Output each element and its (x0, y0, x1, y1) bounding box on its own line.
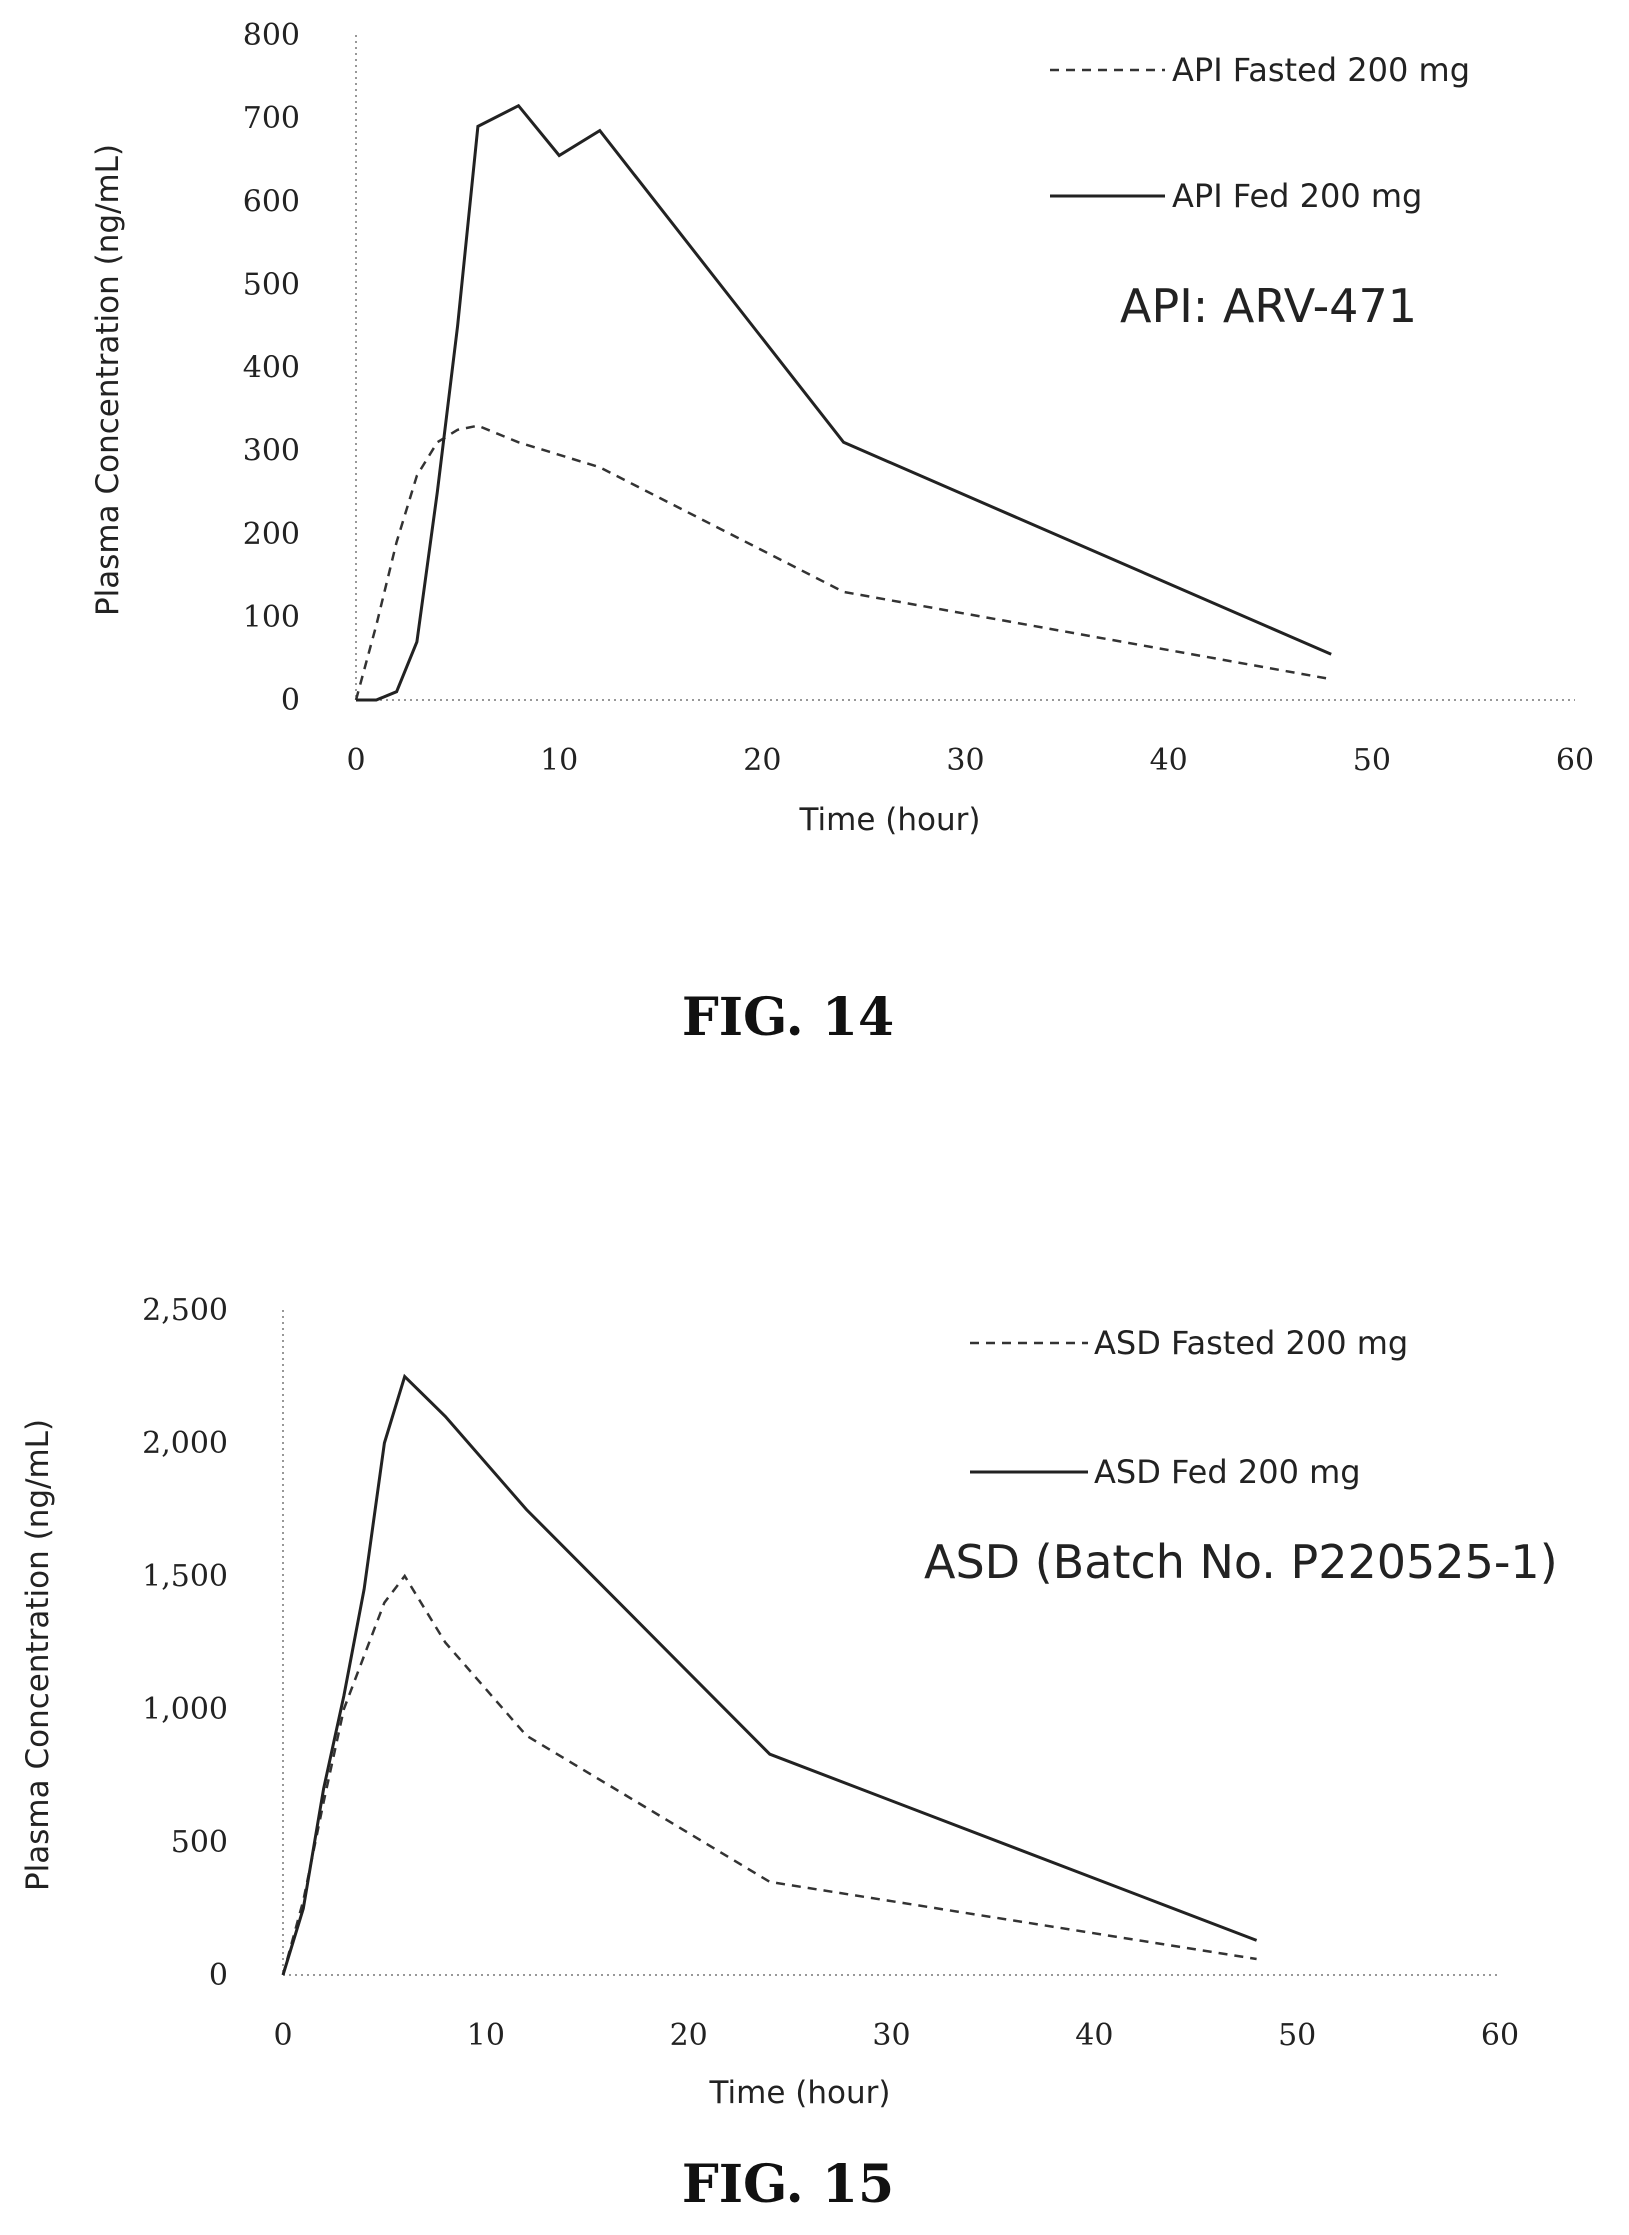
chart1-x-tick-label: 30 (946, 743, 984, 778)
chart2-y-tick-label: 500 (171, 1825, 228, 1860)
chart2-y-tick-label: 1,500 (142, 1559, 228, 1594)
chart1-x-ticks: 0 10 20 30 40 50 60 (346, 743, 1594, 778)
chart2-y-tick-label: 0 (209, 1958, 228, 1993)
chart1-figure-caption: FIG. 14 (682, 987, 894, 1048)
chart2-figure-caption: FIG. 15 (682, 2154, 894, 2215)
chart2-x-tick-label: 60 (1481, 2018, 1519, 2053)
chart1-legend-fed-label: API Fed 200 mg (1172, 177, 1422, 215)
chart2-y-ticks: 0 500 1,000 1,500 2,000 2,500 (142, 1293, 228, 1993)
chart1-legend-fasted-label: API Fasted 200 mg (1172, 51, 1470, 89)
chart2-series-line-fasted (281, 1573, 1257, 1976)
chart1-x-tick-label: 10 (540, 743, 578, 778)
chart1-y-tick-label: 500 (243, 267, 300, 302)
chart1-series-line-fasted (354, 424, 1332, 701)
chart2-x-tick-label: 20 (670, 2018, 708, 2053)
chart1-y-tick-label: 400 (243, 351, 300, 386)
chart1-x-tick-label: 40 (1150, 743, 1188, 778)
chart1-y-tick-label: 0 (281, 683, 300, 718)
chart1-series-line-fed (356, 103, 1332, 702)
chart1-x-tick-label: 60 (1556, 743, 1594, 778)
chart2-x-tick-label: 30 (872, 2018, 910, 2053)
chart2-annotation: ASD (Batch No. P220525-1) (924, 1535, 1558, 1589)
chart2-x-ticks: 0 10 20 30 40 50 60 (273, 2018, 1519, 2053)
chart2-x-tick-label: 40 (1075, 2018, 1113, 2053)
chart1-y-tick-label: 300 (243, 434, 300, 469)
chart1-annotation: API: ARV-471 (1120, 279, 1417, 333)
chart1-x-tick-label: 0 (346, 743, 365, 778)
chart1-series (354, 103, 1332, 702)
chart1-y-tick-label: 600 (243, 184, 300, 219)
chart2-y-axis-label: Plasma Concentration (ng/mL) (20, 1419, 56, 1891)
chart2-y-tick-label: 2,000 (142, 1426, 228, 1461)
chart1-y-tick-label: 800 (243, 18, 300, 53)
chart2-x-tick-label: 50 (1278, 2018, 1316, 2053)
chart1-y-axis-label: Plasma Concentration (ng/mL) (90, 144, 126, 616)
chart2-y-tick-label: 1,000 (142, 1692, 228, 1727)
chart1-y-tick-label: 700 (243, 101, 300, 136)
chart-fig15: 0 500 1,000 1,500 2,000 2,500 0 10 20 30 40 50 60 T… (20, 1293, 1558, 2215)
chart1-y-tick-label: 200 (243, 517, 300, 552)
chart2-series-line-fed (281, 1373, 1258, 1976)
chart2-x-tick-label: 0 (273, 2018, 292, 2053)
chart2-legend-fasted-label: ASD Fasted 200 mg (1094, 1324, 1408, 1362)
chart1-y-ticks: 0 100 200 300 400 500 600 700 800 (243, 18, 300, 718)
chart1-x-axis-label: Time (hour) (799, 802, 981, 838)
chart2-legend: ASD Fasted 200 mg ASD Fed 200 mg (970, 1324, 1408, 1491)
chart2-y-tick-label: 2,500 (142, 1293, 228, 1328)
chart1-x-tick-label: 50 (1353, 743, 1391, 778)
chart1-legend: API Fasted 200 mg API Fed 200 mg (1050, 51, 1470, 215)
chart2-legend-fed-label: ASD Fed 200 mg (1094, 1453, 1361, 1491)
chart2-series (281, 1373, 1258, 1976)
chart1-x-tick-label: 20 (743, 743, 781, 778)
chart2-x-axis-label: Time (hour) (709, 2075, 891, 2111)
chart1-y-tick-label: 100 (243, 600, 300, 635)
chart2-x-tick-label: 10 (467, 2018, 505, 2053)
